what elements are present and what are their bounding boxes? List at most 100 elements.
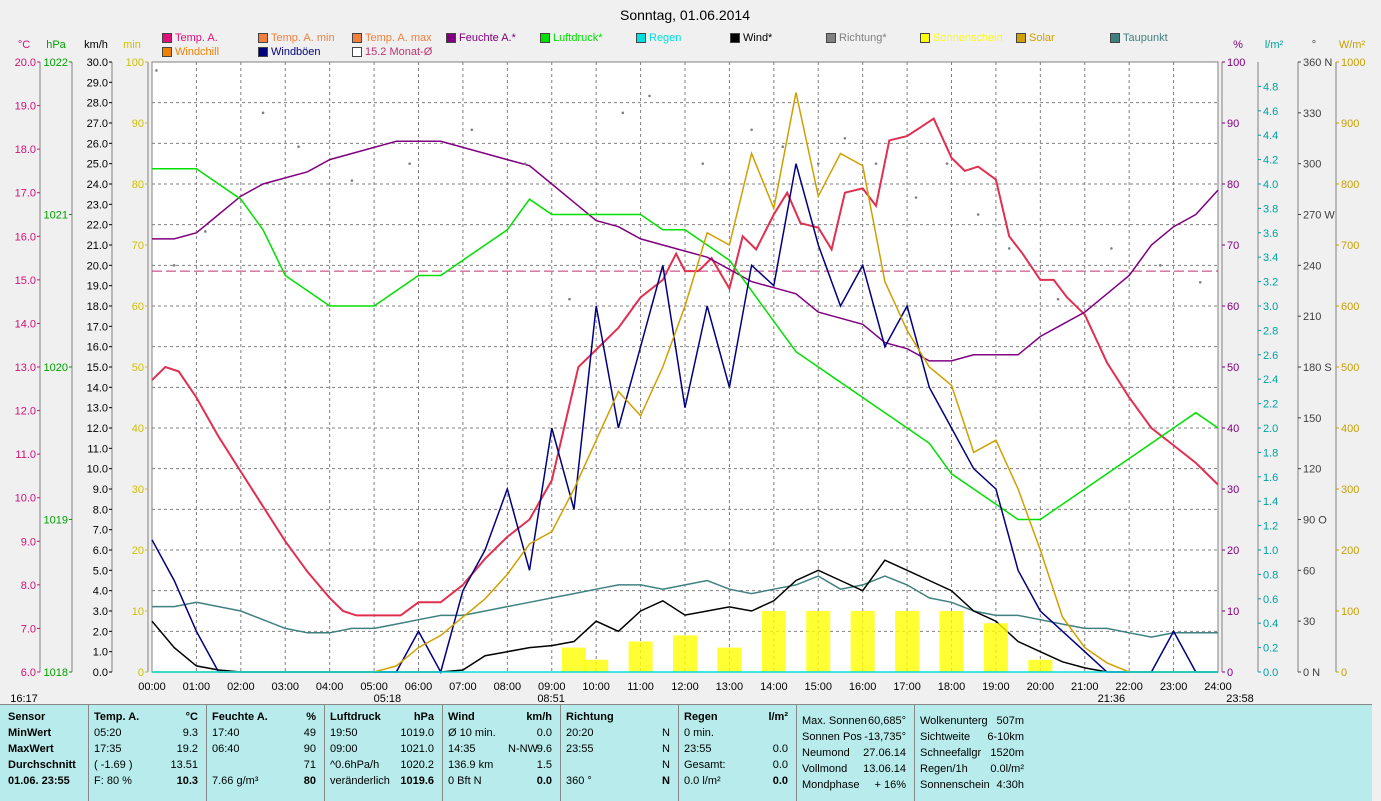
left-axis-tick-label: 21.0 — [87, 240, 108, 252]
right-axis-tick-label: 3.6 — [1263, 228, 1278, 240]
left-axis-tick-label: 12.0 — [87, 423, 108, 435]
right-axis-tick-label: 360 N — [1303, 57, 1332, 69]
solar-noon-label: 08:51 — [537, 693, 565, 704]
direction-point — [816, 162, 820, 165]
stats-sensor-col: Sensor MinWert MaxWert Durchschnitt 01.0… — [8, 709, 76, 789]
right-axis-tick-label: 800 — [1341, 179, 1359, 191]
stats-temp-time: ( -1.69 ) — [94, 759, 133, 771]
legend-item: Temp. A. min — [258, 32, 335, 44]
stats-wolken-label: Sonnenschein — [920, 779, 990, 791]
stats-wind-label: 14:35 — [448, 743, 476, 755]
left-axis-unit: km/h — [84, 39, 108, 51]
left-axis-tick-label: 11.0 — [15, 449, 36, 461]
legend-item: Windchill — [162, 46, 219, 58]
right-axis-tick-label: 80 — [1227, 179, 1239, 191]
x-tick-label: 06:00 — [405, 681, 433, 693]
x-tick-label: 11:00 — [627, 681, 654, 693]
stats-temp-value: 13.51 — [170, 759, 198, 771]
stats-feuchte-col: Feuchte A.% 17:40 49 06:40 90 71 7.66 g/m³… — [212, 709, 320, 789]
stats-regen-header: Regen — [684, 711, 718, 723]
right-axis-tick-label: 210 — [1303, 311, 1321, 323]
left-axis-tick-label: 50 — [132, 362, 144, 374]
left-axis-unit: °C — [18, 39, 30, 51]
stats-regen-value: 0.0 — [772, 743, 788, 755]
right-axis-tick-label: 90 — [1227, 118, 1239, 130]
right-axis-tick-label: 400 — [1341, 423, 1359, 435]
right-axis-tick-label: 30 — [1303, 616, 1315, 628]
stats-wolken-label: Sichtweite — [920, 731, 971, 743]
right-axis-tick-label: 1.0 — [1263, 545, 1278, 557]
stats-sonne-value: 13.06.14 — [863, 763, 906, 775]
right-axis-tick-label: 2.4 — [1263, 374, 1278, 386]
x-tick-label: 22:00 — [1115, 681, 1143, 693]
direction-point — [1158, 264, 1162, 267]
stats-wind-unit: km/h — [526, 711, 552, 723]
stats-sonne-value: 60,685° — [867, 715, 906, 727]
legend-item: 15.2 Monat-Ø — [352, 46, 432, 58]
direction-point — [874, 162, 878, 165]
sunshine-bar — [717, 647, 742, 672]
right-axis-tick-label: 900 — [1341, 118, 1359, 130]
x-tick-label: 04:00 — [316, 681, 344, 693]
x-tick-label: 19:00 — [982, 681, 1010, 693]
x-tick-label: 12:00 — [671, 681, 699, 693]
right-axis-unit: l/m² — [1265, 39, 1284, 51]
stats-row-label: MaxWert — [8, 743, 54, 755]
series-line-luftdruck- — [152, 168, 1219, 521]
x-tick-label: 16:00 — [849, 681, 877, 693]
stats-sonne-value: + 16% — [874, 779, 907, 791]
series-line-taupunkt — [152, 575, 1218, 638]
stats-wind-header: Wind — [448, 711, 475, 723]
right-axis-tick-label: 1000 — [1341, 57, 1365, 69]
start-time-label: 16:17 — [10, 693, 38, 704]
stats-richtung-value: N — [662, 775, 670, 787]
left-axis-tick-label: 22.0 — [87, 220, 108, 232]
left-axis-tick-label: 40 — [132, 423, 144, 435]
stats-luftdruck-unit: hPa — [413, 711, 434, 723]
stats-wolken-value: 4:30h — [996, 779, 1024, 791]
stats-feuchte-value: 80 — [303, 775, 316, 787]
stats-feuchte-time: 06:40 — [212, 743, 240, 755]
left-axis-tick-label: 14.0 — [15, 318, 36, 330]
stats-temp-time: 17:35 — [94, 743, 122, 755]
stats-wolken-value: 6-10km — [987, 731, 1024, 743]
left-axis-tick-label: 20.0 — [15, 57, 36, 69]
stats-wolken-label: Regen/1h — [920, 763, 968, 775]
stats-sonne-label: Mondphase — [802, 779, 860, 791]
stats-richtung-time: 360 ° — [566, 775, 592, 787]
right-axis-tick-label: 330 — [1303, 108, 1321, 120]
x-tick-label: 02:00 — [227, 681, 255, 693]
legend-item: Taupunkt — [1110, 32, 1168, 44]
left-axis-tick-label: 6.0 — [93, 545, 108, 557]
stats-wind-value: 9.6 — [536, 743, 552, 755]
stats-sensor-header: Sensor — [8, 711, 46, 723]
right-axis-tick-label: 4.8 — [1263, 81, 1278, 93]
direction-point — [1007, 247, 1011, 250]
left-axis-tick-label: 7.0 — [21, 623, 36, 635]
left-axis-tick-label: 9.0 — [93, 484, 108, 496]
direction-point — [781, 145, 785, 149]
left-axis-tick-label: 3.0 — [93, 606, 108, 618]
stats-wolken-label: Schneefallgr — [920, 747, 982, 759]
right-axis-tick-label: 2.6 — [1263, 350, 1278, 362]
stats-row-label: MinWert — [8, 727, 52, 739]
stats-regen-label: 23:55 — [684, 743, 712, 755]
stats-wolken-value: 1520m — [990, 747, 1024, 759]
stats-wind-value: 0.0 — [536, 775, 552, 787]
direction-point — [261, 111, 265, 115]
direction-point — [408, 162, 411, 165]
left-axis-tick-label: 0 — [138, 667, 144, 679]
right-axis-unit: ° — [1312, 39, 1316, 51]
plot-area — [151, 61, 1219, 673]
x-tick-label: 20:00 — [1027, 681, 1055, 693]
series-line-feuchte-a- — [152, 140, 1219, 362]
legend-label: Sonnenschein — [933, 32, 1003, 44]
legend-swatch — [162, 47, 172, 57]
left-axis-tick-label: 17.0 — [15, 188, 36, 200]
right-axis-tick-label: 180 S — [1303, 362, 1332, 374]
direction-point — [914, 196, 918, 199]
stats-temp-unit: °C — [185, 711, 198, 723]
legend-item: Sonnenschein — [920, 32, 1003, 44]
x-tick-label: 03:00 — [271, 681, 299, 693]
sunshine-bar — [806, 611, 831, 672]
